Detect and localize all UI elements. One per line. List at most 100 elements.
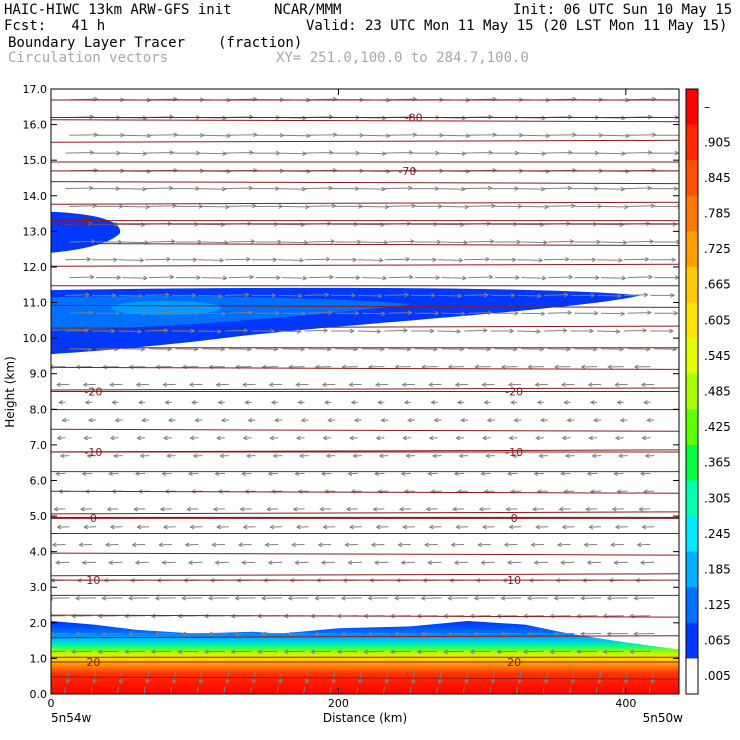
vector-arrowhead [115, 310, 121, 316]
vector-arrowhead [310, 649, 316, 654]
vector-arrowhead [651, 167, 657, 173]
upper-plume-max [110, 300, 221, 315]
vector-arrowhead [142, 151, 148, 156]
vector-arrowhead [455, 524, 461, 530]
vector-arrowhead [488, 150, 494, 155]
vector-arrowhead [410, 239, 416, 244]
vector-arrowhead [349, 524, 354, 530]
vector-arrowhead [526, 595, 532, 601]
vector-arrowhead [517, 679, 523, 685]
vector-arrow [122, 134, 151, 137]
vector-arrowhead [304, 679, 310, 685]
vector-arrowhead [278, 679, 283, 685]
contour-label: -60 [72, 215, 90, 228]
vector-arrow [202, 312, 226, 315]
vector-arrowhead [89, 274, 95, 280]
vector-arrowhead [549, 613, 555, 619]
vector-arrowhead [134, 471, 140, 476]
vector-arrowhead [109, 382, 114, 388]
vector-arrowhead [602, 649, 608, 654]
vector-arrow [623, 187, 652, 190]
vector-arrowhead [568, 114, 573, 120]
vector-arrowhead [219, 453, 225, 459]
vector-arrowhead [473, 631, 479, 637]
vector-arrowhead [253, 167, 258, 173]
colorbar-swatch [686, 622, 698, 659]
temperature-contour [51, 201, 679, 205]
vector-arrow [464, 294, 489, 296]
vector-arrowhead [408, 274, 414, 280]
vector-arrowhead [340, 631, 346, 637]
vector-arrowhead [510, 399, 516, 405]
vector-arrowhead [222, 151, 228, 156]
vector-arrow [627, 240, 654, 243]
vector-arrowhead [377, 293, 383, 299]
vector-arrowhead [643, 399, 648, 405]
vector-arrowhead [350, 489, 356, 494]
vector-arrowhead [431, 453, 437, 459]
vector-arrowhead [607, 364, 613, 370]
vector-arrowhead [272, 257, 278, 263]
vector-arrowhead [589, 328, 595, 334]
y-tick-label: 2.0 [30, 617, 48, 630]
vector-arrowhead [404, 292, 410, 298]
vector-arrowhead [197, 239, 203, 245]
vector-arrowhead [331, 203, 337, 209]
vector-arrowhead [618, 453, 623, 459]
vector-arrowhead [294, 560, 300, 565]
vector-arrowhead [461, 115, 467, 121]
x-tick-label: 200 [328, 697, 349, 710]
vector-arrowhead [464, 679, 470, 685]
vector-arrowhead [84, 399, 90, 405]
y-tick-label: 14.0 [23, 190, 48, 203]
vector-arrow [623, 329, 647, 332]
vector-arrowhead [482, 328, 488, 333]
colorbar-label: .305 [704, 491, 731, 505]
vector-arrowhead [245, 453, 251, 459]
vector-arrowhead [355, 275, 361, 280]
vector-arrowhead [586, 560, 592, 565]
vector-arrow [437, 294, 462, 297]
vector-arrowhead [530, 542, 536, 548]
vector-arrowhead [357, 239, 362, 245]
vector-arrowhead [97, 649, 103, 654]
y-tick-label: 13.0 [23, 225, 48, 238]
vector-arrowhead [217, 399, 223, 405]
vector-arrow [543, 152, 572, 154]
vector-arrowhead [647, 697, 651, 701]
vector-arrow [543, 258, 569, 261]
temperature-contour [51, 614, 679, 618]
vector-arrowhead [54, 471, 60, 476]
vector-arrowhead [93, 167, 99, 173]
vector-arrowhead [230, 649, 236, 654]
vector-arrowhead [535, 435, 541, 441]
vector-arrowhead [146, 169, 152, 174]
vector-arrow [279, 669, 283, 684]
vector-arrowhead [405, 453, 411, 459]
vector-arrowhead [576, 613, 581, 619]
vector-arrowhead [450, 542, 456, 548]
vector-arrow [224, 187, 253, 190]
vector-arrowhead [416, 649, 422, 654]
vector-arrowhead [639, 560, 645, 565]
vector-arrow [623, 294, 648, 296]
vector-arrow [384, 152, 413, 154]
vector-arrow [441, 241, 468, 244]
vector-arrowhead [253, 132, 258, 138]
vector-arrowhead [247, 417, 253, 423]
vector-arrowhead [593, 310, 599, 316]
vector-arrowhead [116, 275, 122, 280]
vector-arrowhead [614, 382, 620, 388]
vector-arrowhead [587, 382, 593, 388]
vector-arrowhead [267, 560, 273, 565]
vector-arrowhead [642, 328, 648, 333]
vector-arrowhead [641, 435, 647, 441]
vector-arrowhead [317, 542, 323, 548]
vector-arrowhead [294, 471, 300, 476]
vector-arrowhead [496, 649, 502, 654]
vector-arrowhead [641, 524, 647, 530]
vector-arrow [361, 277, 387, 279]
vector-arrow [228, 276, 254, 279]
vector-arrowhead [378, 453, 384, 459]
vector-arrowhead [541, 275, 547, 281]
